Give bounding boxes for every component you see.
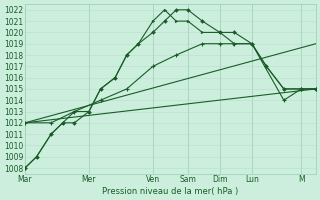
X-axis label: Pression niveau de la mer( hPa ): Pression niveau de la mer( hPa ) xyxy=(102,187,238,196)
